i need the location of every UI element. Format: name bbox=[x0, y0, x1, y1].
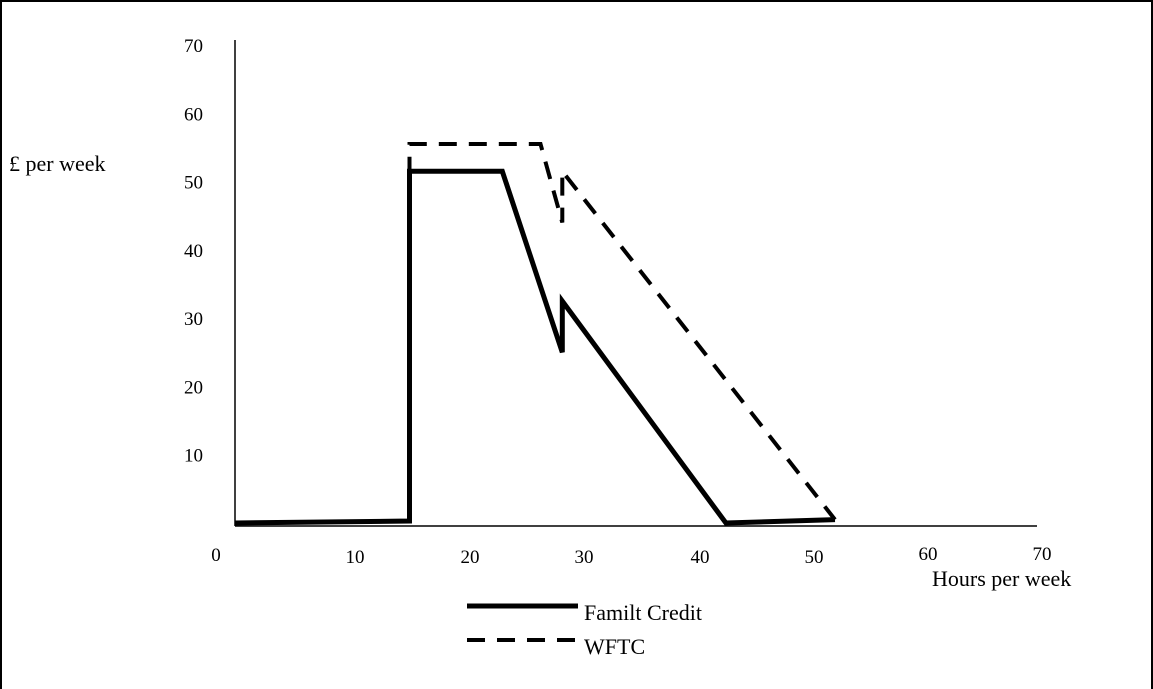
y-tick-label: 40 bbox=[184, 241, 203, 262]
y-tick-label: 70 bbox=[184, 36, 203, 57]
legend-label: Familt Credit bbox=[584, 600, 702, 625]
x-tick-label: 50 bbox=[805, 547, 824, 568]
y-tick-label: 10 bbox=[184, 446, 203, 467]
y-tick-label: 30 bbox=[184, 309, 203, 330]
x-axis-label: Hours per week bbox=[932, 566, 1071, 591]
legend-label: WFTC bbox=[584, 634, 645, 659]
x-tick-label: 60 bbox=[919, 544, 938, 565]
x-tick-label: 70 bbox=[1033, 544, 1052, 565]
x-tick-label: 10 bbox=[346, 547, 365, 568]
wftc-line bbox=[407, 142, 837, 521]
series-lines bbox=[234, 142, 837, 526]
x-tick-label: 40 bbox=[691, 547, 710, 568]
x-tick-label: 20 bbox=[461, 547, 480, 568]
axes bbox=[234, 40, 1037, 527]
y-tick-label: 60 bbox=[184, 104, 203, 125]
tick-labels: 0 10 20 30 40 50 60 70 10 20 30 40 50 60 70 bbox=[184, 36, 1052, 568]
y-tick-label: 20 bbox=[184, 377, 203, 398]
legend: Familt Credit WFTC bbox=[467, 600, 702, 659]
y-axis-label: £ per week bbox=[9, 151, 106, 176]
y-tick-label: 50 bbox=[184, 173, 203, 194]
x-tick-label: 0 bbox=[211, 545, 221, 566]
family-credit-line bbox=[234, 168, 836, 526]
x-tick-label: 30 bbox=[575, 547, 594, 568]
